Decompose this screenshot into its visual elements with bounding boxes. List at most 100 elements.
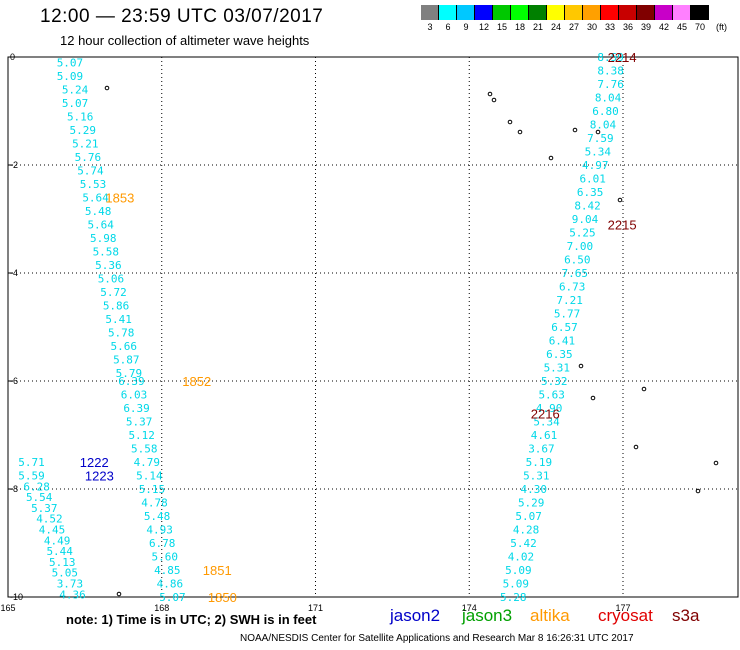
swh-value: 5.77 [554, 308, 581, 321]
swh-value: 5.58 [131, 443, 158, 456]
legend-level-label: 36 [622, 22, 633, 32]
swh-value: 4.97 [582, 159, 609, 172]
legend-swatch: 6 [439, 5, 457, 32]
swh-value: 5.24 [62, 83, 89, 96]
credit-line: NOAA/NESDIS Center for Satellite Applica… [240, 633, 634, 644]
swh-value: 5.79 [116, 367, 143, 380]
legend-swatch: 39 [637, 5, 655, 32]
swh-value: 4.86 [157, 578, 184, 591]
swh-value: 5.42 [510, 537, 537, 550]
pass-time-label: 1850 [208, 590, 237, 605]
island [487, 91, 493, 97]
swh-value: 5.72 [100, 286, 127, 299]
lat-tick-label: -4 [10, 268, 18, 278]
island [695, 488, 701, 494]
swh-value: 5.31 [544, 362, 571, 375]
swh-value: 6.28 [23, 480, 50, 493]
pass-time-label: 1852 [182, 374, 211, 389]
legend-level-label: 24 [550, 22, 561, 32]
swh-value: 5.07 [515, 510, 542, 523]
swh-value: 6.41 [549, 335, 576, 348]
swh-value: 5.09 [503, 578, 530, 591]
legend-level-label: 15 [496, 22, 507, 32]
swh-value: 4.78 [141, 497, 168, 510]
swh-value: 5.64 [87, 218, 114, 231]
swh-value: 5.16 [67, 110, 94, 123]
island [548, 155, 554, 161]
pass-time-label: 1851 [203, 563, 232, 578]
satellite-name: altika [530, 606, 570, 625]
pass-time-label: 1223 [85, 469, 114, 484]
island [641, 386, 647, 392]
swh-value: 5.07 [62, 97, 89, 110]
legend-swatch: 3 [421, 5, 439, 32]
swh-value: 5.98 [90, 232, 117, 245]
legend-swatch: 70 [691, 5, 709, 32]
swh-value: 5.54 [26, 491, 53, 504]
swh-value: 5.07 [57, 56, 84, 69]
swh-value: 4.45 [39, 524, 66, 537]
swh-value: 7.76 [597, 78, 624, 91]
pass-time-label: 1853 [105, 190, 134, 205]
swh-value: 7.21 [556, 294, 583, 307]
island [572, 127, 578, 133]
swh-value: 5.09 [57, 70, 84, 83]
swh-value: 5.58 [93, 245, 120, 258]
swh-value: 5.37 [126, 416, 153, 429]
swh-value: 5.48 [85, 205, 112, 218]
swh-value: 5.13 [49, 556, 76, 569]
legend-swatch: 9 [457, 5, 475, 32]
swh-value: 5.19 [526, 456, 553, 469]
swh-value: 7.65 [562, 267, 589, 280]
legend-swatch: 18 [511, 5, 529, 32]
island [491, 97, 497, 103]
legend-swatch: 30 [583, 5, 601, 32]
legend-level-label: 3 [427, 22, 433, 32]
pass-time-label: 2215 [608, 217, 637, 232]
legend-swatch: 42 [655, 5, 673, 32]
swh-value: 5.59 [18, 470, 45, 483]
island [104, 85, 110, 91]
lon-tick-label: 168 [154, 603, 169, 613]
map-subtitle: 12 hour collection of altimeter wave hei… [60, 33, 310, 48]
swh-value: 6.03 [121, 389, 148, 402]
swh-value: 5.71 [18, 456, 45, 469]
legend-swatch: 36 [619, 5, 637, 32]
island [633, 444, 639, 450]
swh-value: 6.78 [149, 537, 176, 550]
legend-swatch: 33 [601, 5, 619, 32]
swh-value: 5.15 [139, 483, 166, 496]
swh-value: 5.36 [95, 259, 122, 272]
swh-value: 4.85 [154, 564, 181, 577]
lon-tick-label: 165 [0, 603, 15, 613]
swh-value: 5.34 [585, 146, 612, 159]
lat-tick-label: -2 [10, 160, 18, 170]
legend-swatch: 12 [475, 5, 493, 32]
swh-value: 4.61 [531, 429, 558, 442]
legend-level-label: 39 [640, 22, 651, 32]
legend-swatch: 15 [493, 5, 511, 32]
swh-value: 3.67 [528, 443, 555, 456]
swh-value: 8.04 [595, 92, 622, 105]
swh-value: 5.86 [103, 299, 130, 312]
swh-value: 5.31 [523, 470, 550, 483]
swh-value: 5.63 [538, 389, 565, 402]
satellite-name: cryosat [598, 606, 653, 625]
swh-value: 5.05 [52, 567, 79, 580]
swh-value: 4.93 [146, 524, 173, 537]
legend-level-label: 45 [676, 22, 687, 32]
swh-value: 5.53 [80, 178, 107, 191]
legend-level-label: 33 [604, 22, 615, 32]
swh-value: 6.39 [123, 402, 150, 415]
swh-value: 5.06 [98, 272, 125, 285]
swh-value: 8.59 [597, 51, 624, 64]
swh-value: 5.37 [31, 502, 58, 515]
pass-time-label: 1222 [80, 455, 109, 470]
swh-value: 5.66 [111, 340, 138, 353]
swh-value: 5.76 [75, 151, 102, 164]
island [590, 395, 596, 401]
swh-value: 8.42 [574, 200, 601, 213]
swh-value: 6.35 [577, 186, 604, 199]
island [713, 460, 719, 466]
